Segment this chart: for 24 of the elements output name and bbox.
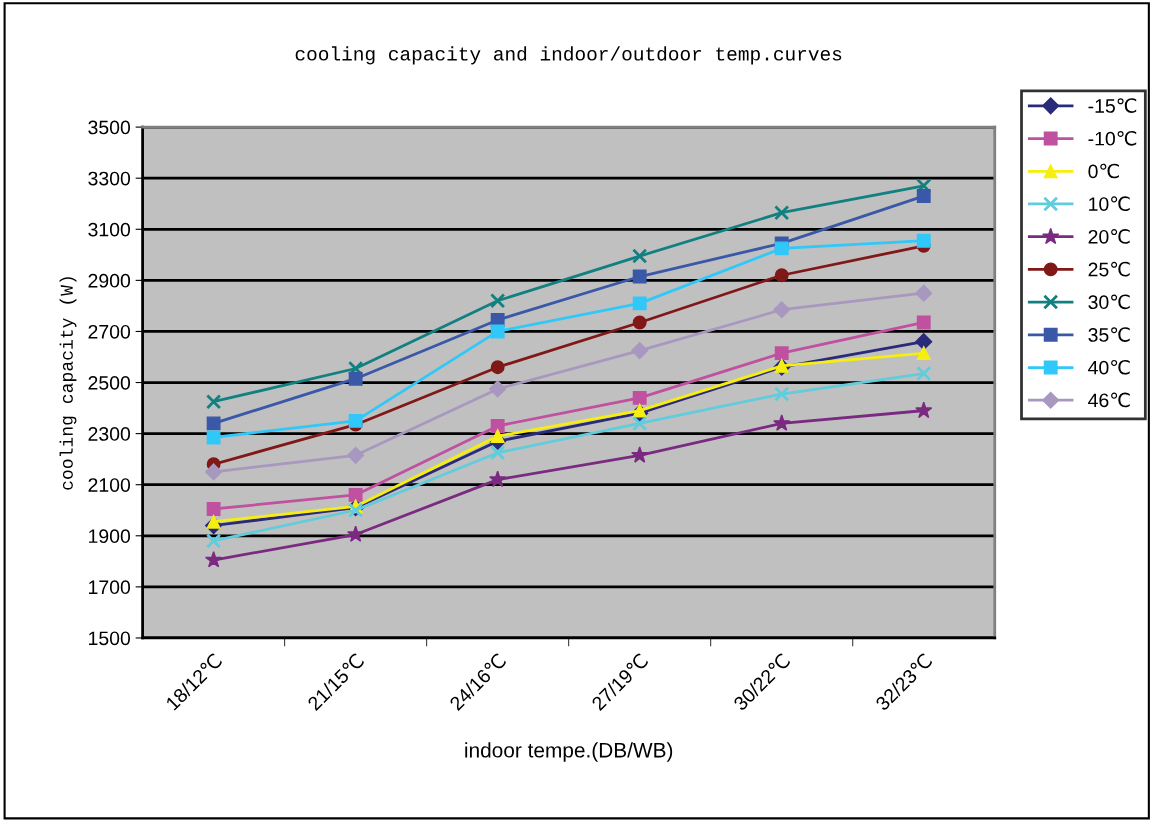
- legend-label: 25℃: [1088, 261, 1130, 277]
- y-tick-label: 1700: [89, 580, 131, 595]
- y-tick-label: 2900: [88, 273, 131, 288]
- legend-label: 0℃: [1088, 163, 1119, 179]
- y-tick-label: 3100: [88, 222, 131, 237]
- legend-label: 30℃: [1088, 294, 1130, 310]
- y-tick-label: 2300: [88, 427, 131, 441]
- legend-label: 40℃: [1088, 359, 1130, 375]
- y-tick-label: 1900: [89, 529, 131, 544]
- legend-label: -15℃: [1088, 98, 1137, 113]
- legend-label: -10℃: [1088, 130, 1137, 146]
- legend-label: 46℃: [1088, 392, 1130, 408]
- y-tick-label: 1500: [89, 631, 131, 646]
- legend-label: 35℃: [1088, 327, 1130, 342]
- y-tick-label: 2100: [88, 478, 131, 492]
- chart-title: cooling capacity and indoor/outdoor temp.curves: [295, 46, 842, 65]
- x-axis-title: indoor tempe.(DB/WB): [465, 742, 673, 762]
- y-tick-label: 2700: [88, 324, 131, 339]
- y-tick-label: 3500: [88, 120, 131, 135]
- y-tick-label: 3300: [88, 171, 131, 186]
- legend-label: 20℃: [1088, 229, 1130, 244]
- y-tick-label: 2500: [88, 376, 131, 390]
- legend-label: 10℃: [1089, 196, 1130, 212]
- y-axis-title: cooling capacity (W): [59, 277, 77, 490]
